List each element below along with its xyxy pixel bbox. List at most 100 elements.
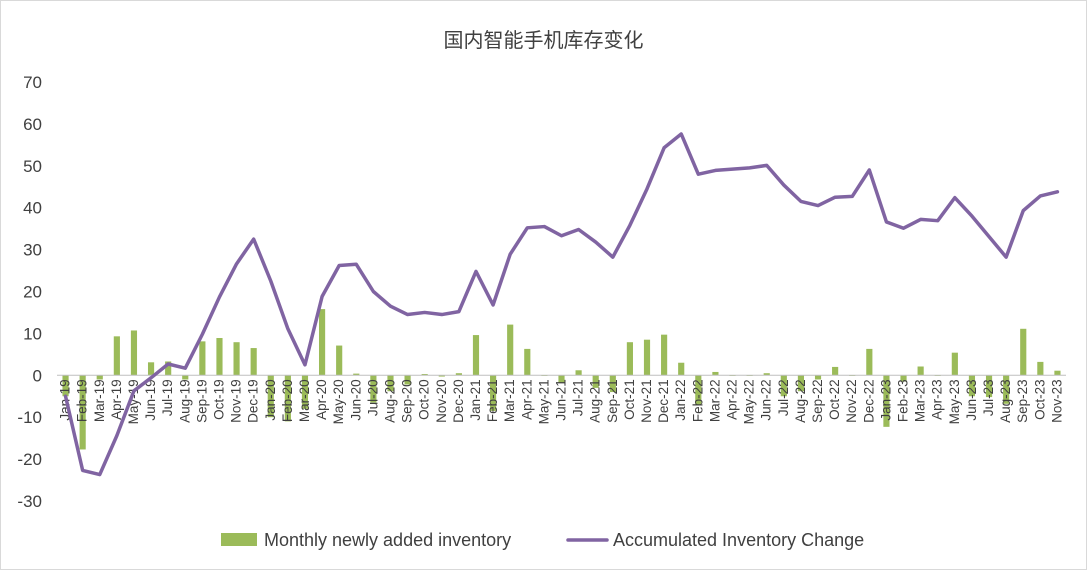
x-tick-label: Dec-19 [246, 379, 261, 423]
x-tick-label: Jul-23 [981, 379, 996, 416]
bar-mark [678, 362, 685, 376]
legend-label-line: Accumulated Inventory Change [613, 530, 864, 550]
x-tick-label: Apr-21 [519, 379, 534, 420]
x-axis-labels: Jan-19 Feb-19 Mar-19 Apr-19 May-19 Jun-19 Jul-… [58, 379, 1065, 424]
bar-mark [267, 375, 274, 418]
bar-mark [96, 375, 103, 380]
y-axis-labels: 70 60 50 40 30 20 10 0 -10 -20 -30 [17, 73, 42, 511]
x-tick-label: Jun-20 [348, 379, 363, 420]
x-tick-label: May-19 [126, 379, 141, 424]
x-tick-label: Oct-20 [417, 379, 432, 420]
legend-swatch-bar [221, 533, 257, 546]
legend: Monthly newly added inventory Accumulated… [221, 530, 864, 550]
bar-mark [558, 375, 565, 383]
x-tick-label: Feb-22 [690, 379, 705, 422]
x-tick-label: Feb-20 [280, 379, 295, 422]
bar-mark [199, 341, 206, 376]
bar-mark [233, 342, 240, 376]
bar-mark [917, 366, 924, 376]
x-tick-label: Mar-20 [297, 379, 312, 422]
bar-mark [985, 375, 993, 398]
x-tick-label: Dec-20 [451, 379, 466, 423]
bar-mark [438, 375, 445, 377]
bar-mark [1054, 370, 1061, 376]
x-tick-label: Jul-19 [160, 379, 175, 416]
bar-mark [1020, 328, 1027, 376]
bar-mark [284, 375, 291, 422]
x-tick-label: Jul-22 [776, 379, 791, 416]
x-tick-label: Jan-23 [878, 379, 893, 420]
y-tick-label: -10 [17, 408, 42, 427]
bar-mark [609, 375, 616, 393]
bar-mark [113, 336, 120, 376]
y-tick-label: -30 [17, 492, 42, 511]
bar-mark [695, 375, 702, 405]
bar-mark [592, 375, 599, 388]
x-tick-label: Nov-23 [1049, 379, 1064, 423]
x-tick-label: Mar-19 [92, 379, 107, 422]
legend-label-bar: Monthly newly added inventory [264, 530, 511, 550]
x-tick-label: Dec-22 [861, 379, 876, 423]
x-tick-label: Feb-23 [896, 379, 911, 422]
x-tick-label: Sep-20 [400, 379, 415, 423]
bar-mark [968, 375, 976, 397]
bar-mark [250, 348, 257, 376]
x-tick-label: May-22 [742, 379, 757, 424]
x-tick-label: Aug-22 [793, 379, 808, 423]
bar-mark [524, 348, 531, 376]
x-tick-label: Oct-19 [211, 379, 226, 420]
x-tick-label: Oct-21 [622, 379, 637, 420]
bar-mark [387, 375, 394, 392]
bar-mark [712, 371, 719, 376]
x-tick-label: May-20 [331, 379, 346, 424]
x-tick-label: May-21 [536, 379, 551, 424]
bar-mark [1037, 361, 1044, 376]
bar-mark [951, 352, 958, 376]
x-tick-label: Oct-22 [827, 379, 842, 420]
bar-mark [130, 330, 138, 376]
x-tick-label: Mar-21 [502, 379, 517, 422]
bar-mark [575, 370, 582, 376]
bar-series [62, 309, 1061, 450]
bar-mark [353, 373, 360, 376]
x-tick-label: Jun-21 [554, 379, 569, 420]
x-tick-label: Aug-23 [998, 379, 1013, 423]
bar-mark [763, 373, 770, 376]
line-mark [63, 132, 1060, 477]
x-tick-label: Sep-21 [605, 379, 620, 423]
bar-mark [182, 375, 189, 380]
bar-mark [1003, 375, 1010, 404]
bar-mark [883, 375, 890, 427]
x-tick-label: May-23 [947, 379, 962, 424]
x-tick-label: Jan-20 [263, 379, 278, 420]
x-tick-label: Sep-23 [1015, 379, 1030, 423]
bar-mark [866, 348, 873, 376]
x-tick-label: Feb-21 [485, 379, 500, 422]
x-tick-label: Mar-23 [913, 379, 928, 422]
bar-mark [147, 362, 155, 376]
y-tick-label: 60 [23, 115, 42, 134]
bar-mark [370, 375, 377, 403]
x-tick-label: Jun-23 [964, 379, 979, 420]
chart-title: 国内智能手机库存变化 [443, 28, 644, 52]
y-tick-label: 20 [23, 283, 42, 302]
bar-mark [814, 375, 822, 380]
line-series [63, 132, 1060, 477]
x-tick-label: Apr-23 [930, 379, 945, 420]
bar-mark [455, 373, 462, 376]
y-tick-label: -20 [17, 450, 42, 469]
y-tick-label: 10 [23, 324, 42, 343]
x-tick-label: Sep-19 [194, 379, 209, 423]
bar-mark [507, 324, 514, 376]
y-tick-label: 30 [23, 241, 42, 260]
x-tick-label: Aug-19 [177, 379, 192, 423]
bar-mark [318, 309, 326, 376]
x-tick-label: Feb-19 [75, 379, 90, 422]
x-tick-label: Apr-20 [314, 379, 329, 420]
bar-mark [661, 334, 668, 376]
y-tick-label: 50 [23, 157, 42, 176]
bar-mark [797, 375, 805, 392]
y-tick-label: 0 [33, 366, 42, 385]
